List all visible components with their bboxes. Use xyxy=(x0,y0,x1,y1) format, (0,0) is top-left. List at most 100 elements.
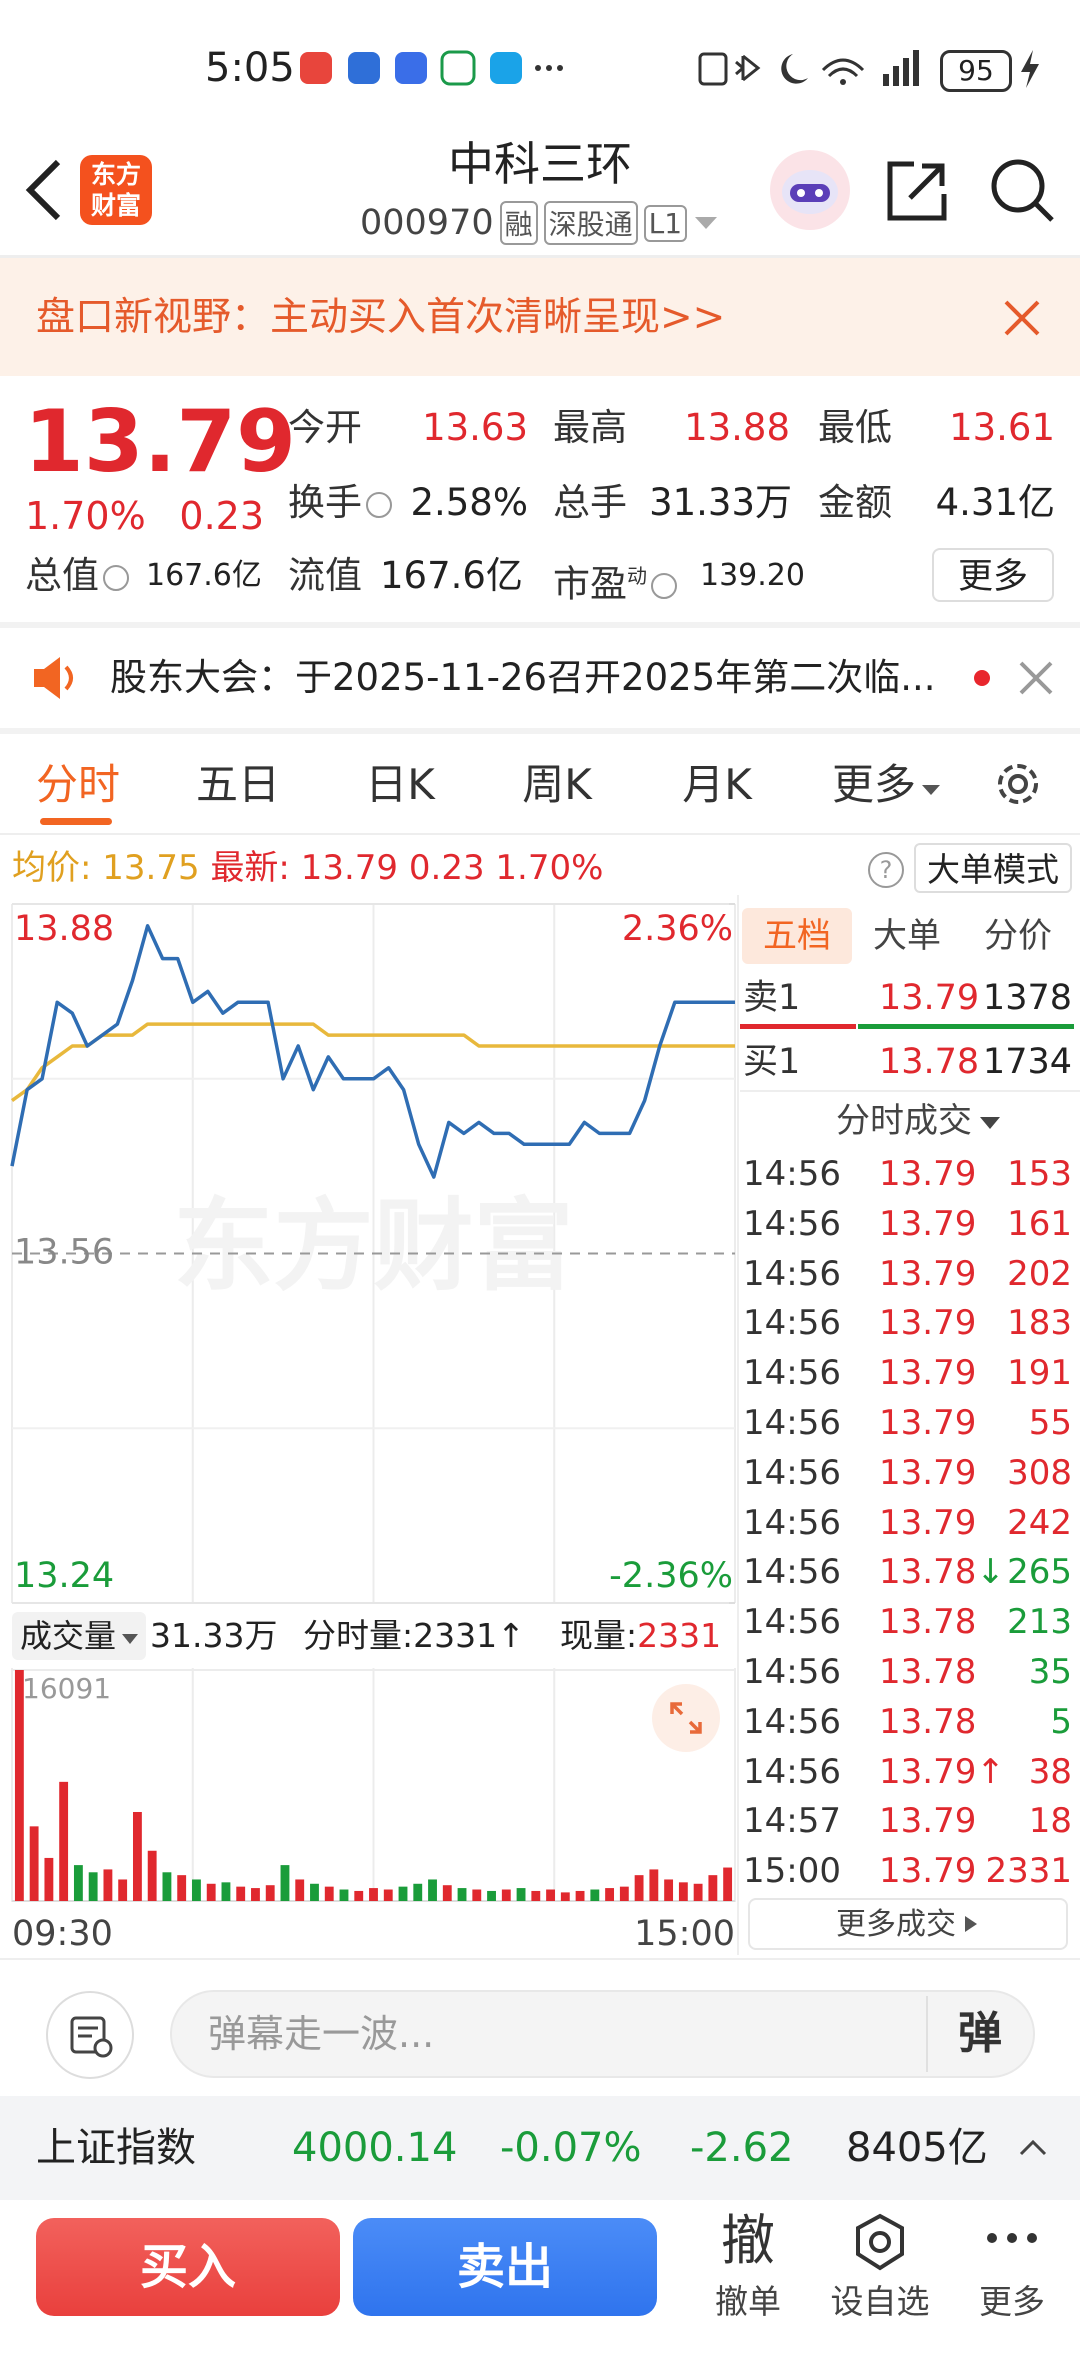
trade-volume: 161 xyxy=(1007,1203,1072,1244)
book-tab[interactable]: 分价 xyxy=(984,916,1052,956)
volume-bar xyxy=(649,1869,659,1901)
volume-bar xyxy=(442,1885,452,1901)
back-arrow xyxy=(25,159,61,221)
expand-caret[interactable] xyxy=(1018,2136,1048,2160)
ask-bar xyxy=(740,1024,856,1029)
cancel-label[interactable]: 撤单 xyxy=(715,2282,781,2321)
trade-price: 13.79↑ xyxy=(879,1748,1005,1796)
watchlist-icon[interactable] xyxy=(852,2212,908,2272)
stat-label: 换手 xyxy=(288,481,362,524)
info-icon[interactable] xyxy=(651,572,677,599)
more-trades-button[interactable]: 更多成交 xyxy=(748,1898,1068,1950)
price: 13.78 xyxy=(879,1652,977,1692)
volume-bar xyxy=(428,1879,437,1901)
trade-volume: 35 xyxy=(1028,1652,1072,1692)
tab[interactable]: 更多 xyxy=(832,760,917,809)
trade-price: 13.79 xyxy=(879,1250,976,1298)
tab[interactable]: 月K xyxy=(682,760,752,809)
trade-price: 13.78 xyxy=(879,1598,976,1646)
badge: 深股通 xyxy=(543,201,638,245)
trade-volume: 308 xyxy=(1007,1452,1072,1493)
tab[interactable]: 五日 xyxy=(195,760,280,809)
direction-arrow: ↑ xyxy=(976,1751,1005,1792)
tab-active[interactable]: 分时 xyxy=(35,760,120,809)
book-volume: 1378 xyxy=(982,978,1072,1018)
volume-bar xyxy=(44,1857,54,1901)
volume-bar xyxy=(236,1886,246,1901)
close-notice[interactable] xyxy=(1018,660,1054,696)
tab[interactable]: 周K xyxy=(522,760,592,809)
trade-volume: 2331 xyxy=(985,1851,1072,1892)
volume-label[interactable]: 成交量 xyxy=(20,1612,140,1660)
assistant-icon[interactable] xyxy=(768,148,852,232)
volume-bar xyxy=(177,1875,187,1901)
stat-label: 市盈 xyxy=(553,562,627,606)
trade-price: 13.79 xyxy=(879,1847,976,1895)
expand-button[interactable] xyxy=(652,1684,720,1752)
trade-volume: 202 xyxy=(1007,1253,1072,1294)
volume-bar xyxy=(59,1781,69,1901)
book-tab[interactable]: 大单 xyxy=(873,916,941,956)
trade-time: 14:57 xyxy=(743,1801,841,1842)
stat-label: 总手 xyxy=(553,481,627,524)
back-button[interactable] xyxy=(20,158,70,222)
help-icon[interactable]: ? xyxy=(868,852,904,888)
trade-time: 14:56 xyxy=(743,1701,841,1742)
trade-price: 13.79 xyxy=(879,1399,976,1447)
tab[interactable]: 日K xyxy=(365,760,435,809)
bid-bar xyxy=(858,1024,1074,1029)
dropdown-icon[interactable] xyxy=(693,213,719,233)
trade-volume: 183 xyxy=(1007,1303,1072,1344)
trade-price: 13.79 xyxy=(879,1349,976,1397)
tab-more[interactable]: 更多 xyxy=(832,756,942,814)
price: 13.79 xyxy=(879,1303,977,1344)
big-order-mode[interactable]: 大单模式 xyxy=(914,843,1072,893)
speaker-icon xyxy=(34,657,73,699)
volume-bar xyxy=(29,1826,39,1901)
more-button[interactable]: 更多 xyxy=(932,548,1054,602)
y-tick-label: 13.88 xyxy=(14,909,114,949)
search-button[interactable] xyxy=(988,156,1056,224)
share-button[interactable] xyxy=(884,158,950,224)
arrows xyxy=(670,1702,702,1734)
trade-price: 13.78↓ xyxy=(879,1548,1005,1596)
more-icon[interactable] xyxy=(982,2228,1042,2248)
label: 成交量 xyxy=(20,1617,117,1655)
price: 13.79 xyxy=(879,1154,977,1194)
volume-bar xyxy=(324,1886,334,1901)
change-pct: 1.70% xyxy=(25,494,146,538)
volume-bar xyxy=(413,1883,423,1901)
book-side: 卖1 xyxy=(743,978,801,1018)
trade-time: 14:56 xyxy=(743,1652,841,1692)
stat-label: 最低 xyxy=(818,406,892,449)
buy-button[interactable]: 买入 xyxy=(36,2218,340,2316)
info-icon[interactable] xyxy=(103,564,129,591)
index-amount: 8405亿 xyxy=(846,2125,988,2171)
info-icon[interactable] xyxy=(366,491,392,518)
sell-button[interactable]: 卖出 xyxy=(353,2218,657,2316)
more-label[interactable]: 更多 xyxy=(979,2282,1045,2321)
separator xyxy=(926,1996,928,2072)
banner[interactable] xyxy=(0,258,1080,376)
volume-bar xyxy=(457,1888,467,1901)
comment-placeholder[interactable]: 弹幕走一波... xyxy=(208,2012,435,2056)
wifi-dot xyxy=(840,79,846,85)
trades-title[interactable]: 分时成交 xyxy=(836,1097,1002,1145)
notice-text[interactable]: 股东大会：于2025-11-26召开2025年第二次临... xyxy=(110,656,936,699)
book-tab-active[interactable]: 五档 xyxy=(742,908,852,964)
volume-bar xyxy=(546,1889,555,1901)
watchlist-label[interactable]: 设自选 xyxy=(830,2282,930,2321)
divider xyxy=(0,1958,1080,1960)
danmaku-toggle[interactable]: 弹 xyxy=(958,2008,1002,2059)
x-tick-label: 09:30 xyxy=(12,1914,113,1954)
comment-input[interactable] xyxy=(170,1990,1035,2078)
danmaku-settings[interactable] xyxy=(45,1990,135,2080)
cancel-icon[interactable]: 撤 xyxy=(721,2209,775,2272)
y-tick-label: 13.24 xyxy=(14,1556,114,1596)
close-banner[interactable] xyxy=(1002,298,1042,338)
index-bar[interactable] xyxy=(0,2096,1080,2200)
banner-text[interactable]: 盘口新视野：主动买入首次清晰呈现>> xyxy=(36,295,726,340)
trade-volume: 5 xyxy=(1050,1701,1072,1742)
stat-label: 总值 xyxy=(25,554,99,597)
settings-button[interactable] xyxy=(990,756,1046,812)
